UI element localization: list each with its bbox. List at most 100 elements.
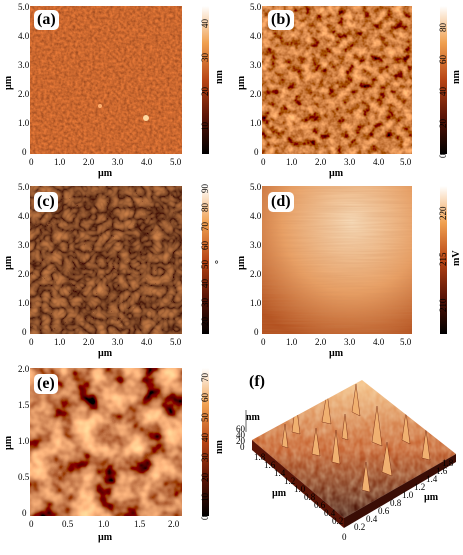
panel-f-ytick: 1.4	[274, 468, 286, 478]
panel-c-ytick: 4.0	[18, 211, 30, 221]
panel-c-xtick: 2.0	[83, 337, 95, 347]
panel-a-xtick: 4.0	[141, 157, 153, 167]
panel-b-ytick: 4.0	[250, 31, 262, 41]
panel-b-xtick: 2.0	[315, 157, 327, 167]
panel-f-xtick: 0.2	[354, 522, 366, 532]
panel-e-xtick: 2.0	[168, 519, 180, 529]
panel-c-cbar-tick: 30	[200, 298, 210, 307]
panel-e-cbar-tick: 30	[200, 453, 210, 462]
panel-c-x-label: µm	[98, 348, 113, 359]
panel-f-xtick: 1.2	[414, 482, 426, 492]
panel-e-x-label: µm	[98, 532, 113, 543]
panel-a-cbar-tick: 10	[200, 122, 210, 131]
panel-d-y-label: µm	[236, 255, 247, 270]
panel-a-ytick: 2.0	[18, 89, 30, 99]
panel-e-cbar-tick: 40	[200, 433, 210, 442]
panel-a-label: (a)	[34, 10, 59, 30]
panel-d-ytick: 1.0	[250, 298, 262, 308]
panel-a-xtick: 3.0	[112, 157, 124, 167]
panel-f-ytick: 1.2	[284, 476, 296, 486]
panel-f-xtick: 1.6	[436, 466, 448, 476]
panel-a-height-image	[30, 6, 182, 154]
panel-d-xtick: 0	[261, 337, 266, 347]
panel-b-xtick: 1.0	[286, 157, 298, 167]
panel-e-cbar-tick: 10	[200, 493, 210, 502]
panel-d-label: (d)	[268, 192, 294, 212]
panel-e-y-label: µm	[3, 435, 14, 450]
panel-c-xtick: 0	[29, 337, 34, 347]
panel-f-xtick: 1.8	[442, 458, 454, 468]
panel-a-x-label: µm	[98, 168, 113, 179]
panel-d-cbar-unit: mV	[451, 250, 462, 266]
panel-b-xtick: 0	[261, 157, 266, 167]
panel-c-y-label: µm	[3, 255, 14, 270]
panel-b: µm (b) 5.0 4.0 3.0 2.0 1.0 0 0 1.0 2.0 3…	[232, 0, 463, 180]
panel-e-cbar-tick: 20	[200, 473, 210, 482]
panel-f-xtick: 0.8	[390, 498, 402, 508]
panel-d: µm (d) 5.0 4.0 3.0 2.0 1.0 0 0 1.0 2.0	[232, 180, 463, 360]
panel-c-cbar-tick: 80	[200, 203, 210, 212]
panel-f-x-label: µm	[424, 492, 439, 503]
panel-d-xtick: 4.0	[373, 337, 385, 347]
panel-e-ytick: 2.0	[18, 364, 30, 374]
panel-f-xtick: 1.0	[402, 490, 414, 500]
panel-b-cbar-tick: 60	[438, 55, 448, 64]
panel-a: µm (a) 5.0 4.0 3.0 2.0 1.0 0 0 1.0 2.0 3…	[0, 0, 230, 180]
panel-f-xtick: 0	[342, 532, 347, 542]
panel-e-cbar-tick: 50	[200, 413, 210, 422]
panel-c-ytick: 2.0	[18, 269, 30, 279]
panel-e-xtick: 0.5	[62, 519, 74, 529]
panel-c-ytick: 3.0	[18, 240, 30, 250]
panel-c-cbar-tick: 90	[200, 184, 210, 193]
panel-a-colorbar	[202, 6, 209, 154]
panel-f: (f) nm 60 40 20 0 1.8 1.6 1.4 1.2 1.0 0.…	[232, 362, 463, 550]
panel-d-cbar-tick: 220	[438, 206, 448, 221]
panel-a-ytick: 0	[22, 147, 27, 157]
panel-e-cbar-tick: 70	[200, 373, 210, 382]
panel-f-ztick: 20	[236, 436, 245, 446]
panel-d-cbar-tick: 215	[438, 252, 448, 267]
panel-b-ytick: 2.0	[250, 89, 262, 99]
panel-a-xtick: 0	[29, 157, 34, 167]
panel-e-ytick: 0.5	[18, 472, 30, 482]
panel-c-xtick: 5.0	[170, 337, 182, 347]
panel-c-ytick: 0	[22, 327, 27, 337]
panel-c-xtick: 4.0	[141, 337, 153, 347]
panel-c-colorbar	[202, 186, 209, 334]
panel-d-xtick: 2.0	[315, 337, 327, 347]
panel-d-x-label: µm	[329, 348, 344, 359]
panel-f-ztick: 60	[236, 424, 245, 434]
panel-c-ytick: 5.0	[18, 182, 30, 192]
panel-d-ytick: 2.0	[250, 269, 262, 279]
panel-e-ytick: 1.0	[18, 436, 30, 446]
panel-e-xtick: 1.0	[98, 519, 110, 529]
panel-f-front-edge-right	[344, 454, 456, 528]
panel-f-ytick: 0.6	[314, 500, 326, 510]
panel-f-xtick: 0.4	[366, 514, 378, 524]
panel-f-ytick: 1.0	[294, 484, 306, 494]
panel-b-xtick: 4.0	[373, 157, 385, 167]
panel-a-ytick: 1.0	[18, 118, 30, 128]
panel-c-cbar-unit: °	[214, 260, 225, 264]
panel-d-ytick: 5.0	[250, 182, 262, 192]
panel-f-ytick: 1.6	[264, 460, 276, 470]
panel-c-xtick: 1.0	[54, 337, 66, 347]
panel-b-texture	[262, 6, 412, 154]
panel-a-cbar-tick: 30	[200, 53, 210, 62]
panel-d-ytick: 3.0	[250, 240, 262, 250]
panel-f-z-unit: nm	[246, 412, 260, 423]
panel-b-cbar-unit: nm	[451, 70, 462, 84]
panel-b-x-label: µm	[329, 168, 344, 179]
panel-e-ytick: 0	[22, 508, 27, 518]
panel-f-ztick: 0	[240, 442, 245, 452]
panel-f-label: (f)	[246, 372, 268, 392]
panel-a-ytick: 5.0	[18, 2, 30, 12]
panel-b-ytick: 5.0	[250, 2, 262, 12]
panel-b-xtick: 5.0	[400, 157, 412, 167]
panel-c-xtick: 3.0	[112, 337, 124, 347]
panel-b-label: (b)	[268, 10, 294, 30]
panel-f-xtick: 0.6	[378, 506, 390, 516]
panel-c-cbar-tick: 40	[200, 279, 210, 288]
panel-d-xtick: 5.0	[400, 337, 412, 347]
